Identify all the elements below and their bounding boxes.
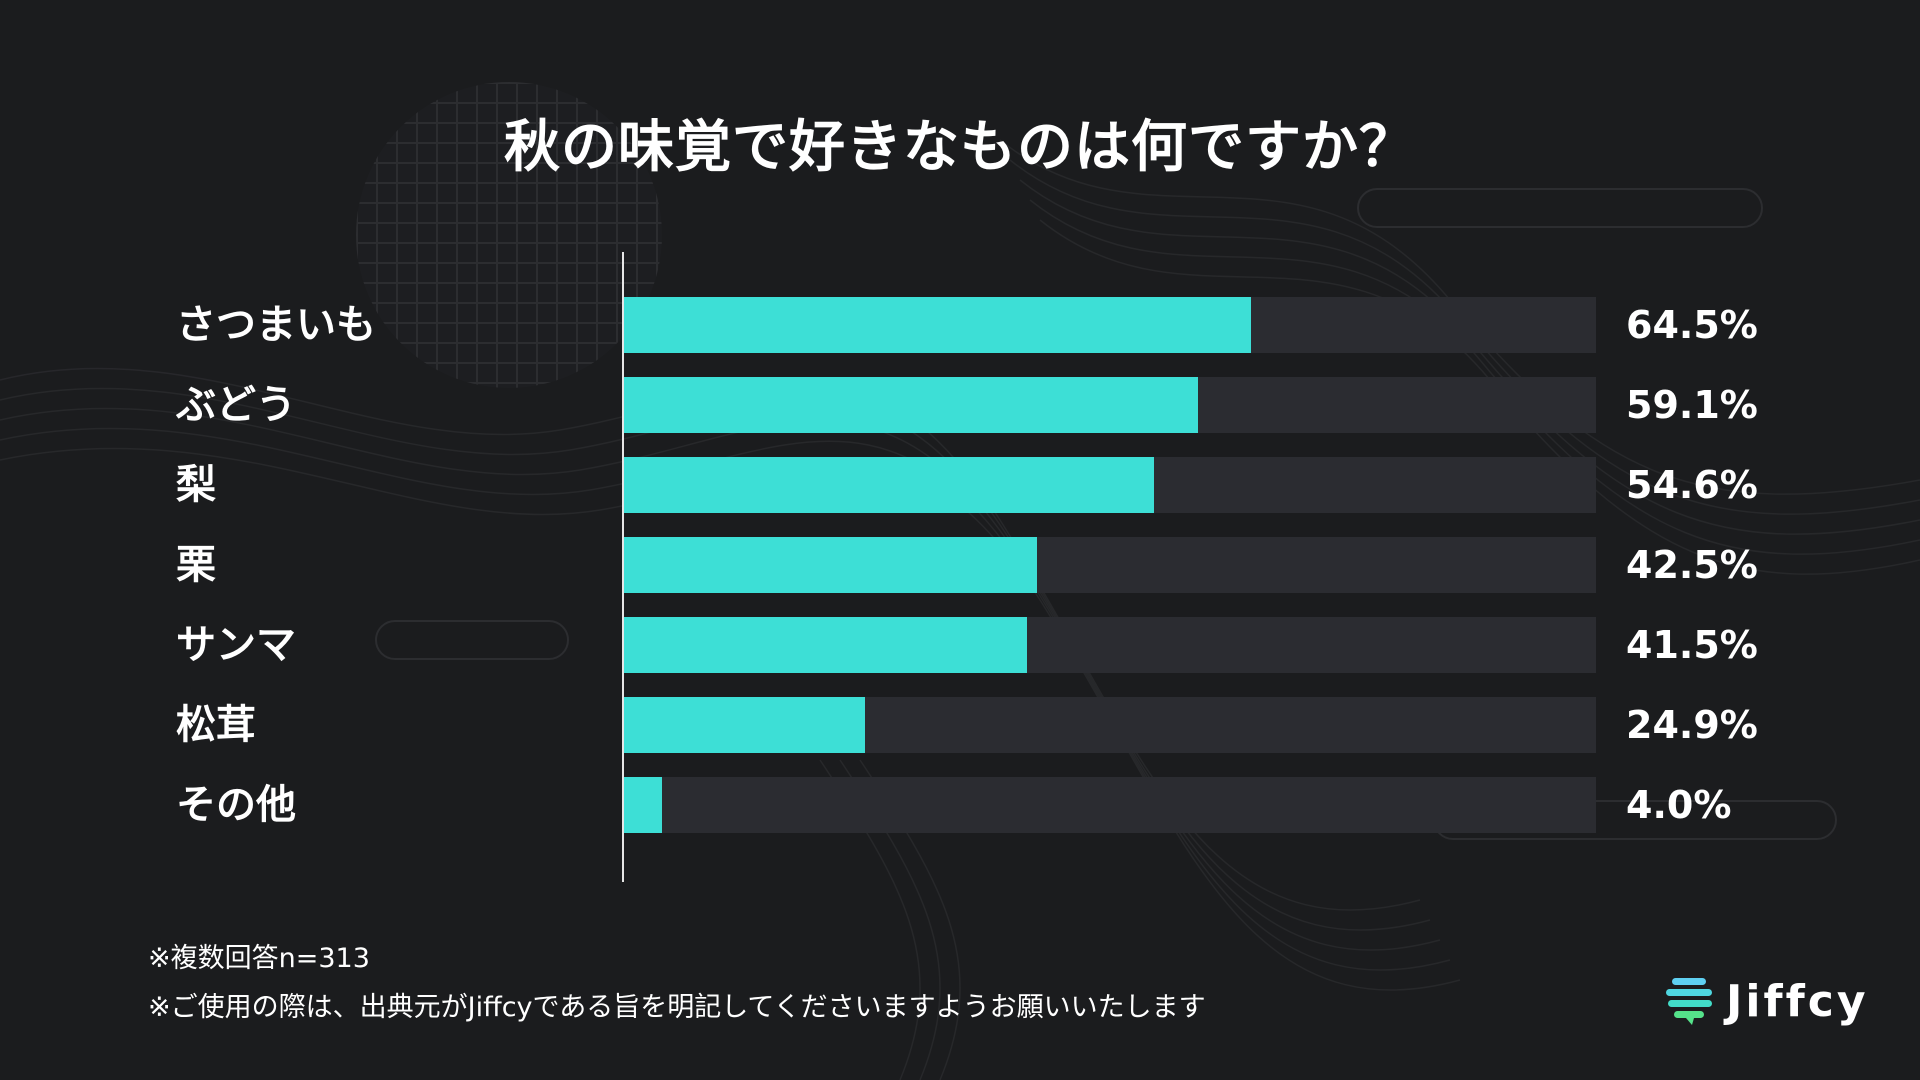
jiffcy-logo-icon (1666, 978, 1712, 1025)
category-label: さつまいも (176, 302, 376, 348)
bar (623, 777, 662, 833)
bar-track (623, 617, 1596, 673)
data-label: 41.5% (1626, 623, 1758, 667)
data-label: 24.9% (1626, 703, 1758, 747)
brand-logo: Jiffcy (1664, 975, 1869, 1027)
usage-credit-note: ※ご使用の際は、出典元がJiffcyである旨を明記してくださいますようお願いいた… (148, 992, 1206, 1023)
bar-track (623, 537, 1596, 593)
category-label: ぶどう (176, 382, 296, 428)
category-axis-line (622, 252, 624, 882)
chart-title: 秋の味覚で好きなものは何ですか？ (504, 115, 1416, 180)
bar (623, 537, 1037, 593)
category-label: サンマ (176, 622, 296, 668)
sample-size-note: ※複数回答n=313 (148, 943, 370, 974)
category-label: 栗 (176, 542, 216, 588)
category-label: その他 (176, 782, 296, 828)
brand-name: Jiffcy (1726, 975, 1869, 1027)
bar (623, 297, 1251, 353)
bar-track (623, 377, 1596, 433)
data-label: 4.0% (1626, 783, 1732, 827)
bar-track (623, 457, 1596, 513)
data-label: 64.5% (1626, 303, 1758, 347)
category-label: 梨 (176, 462, 216, 508)
data-label: 59.1% (1626, 383, 1758, 427)
data-label: 42.5% (1626, 543, 1758, 587)
bar (623, 377, 1199, 433)
bar (623, 617, 1027, 673)
bar (623, 457, 1155, 513)
bar-track (623, 297, 1596, 353)
bar (623, 697, 866, 753)
bar-track (623, 697, 1596, 753)
category-label: 松茸 (176, 702, 256, 748)
bar-track (623, 777, 1596, 833)
data-label: 54.6% (1626, 463, 1758, 507)
